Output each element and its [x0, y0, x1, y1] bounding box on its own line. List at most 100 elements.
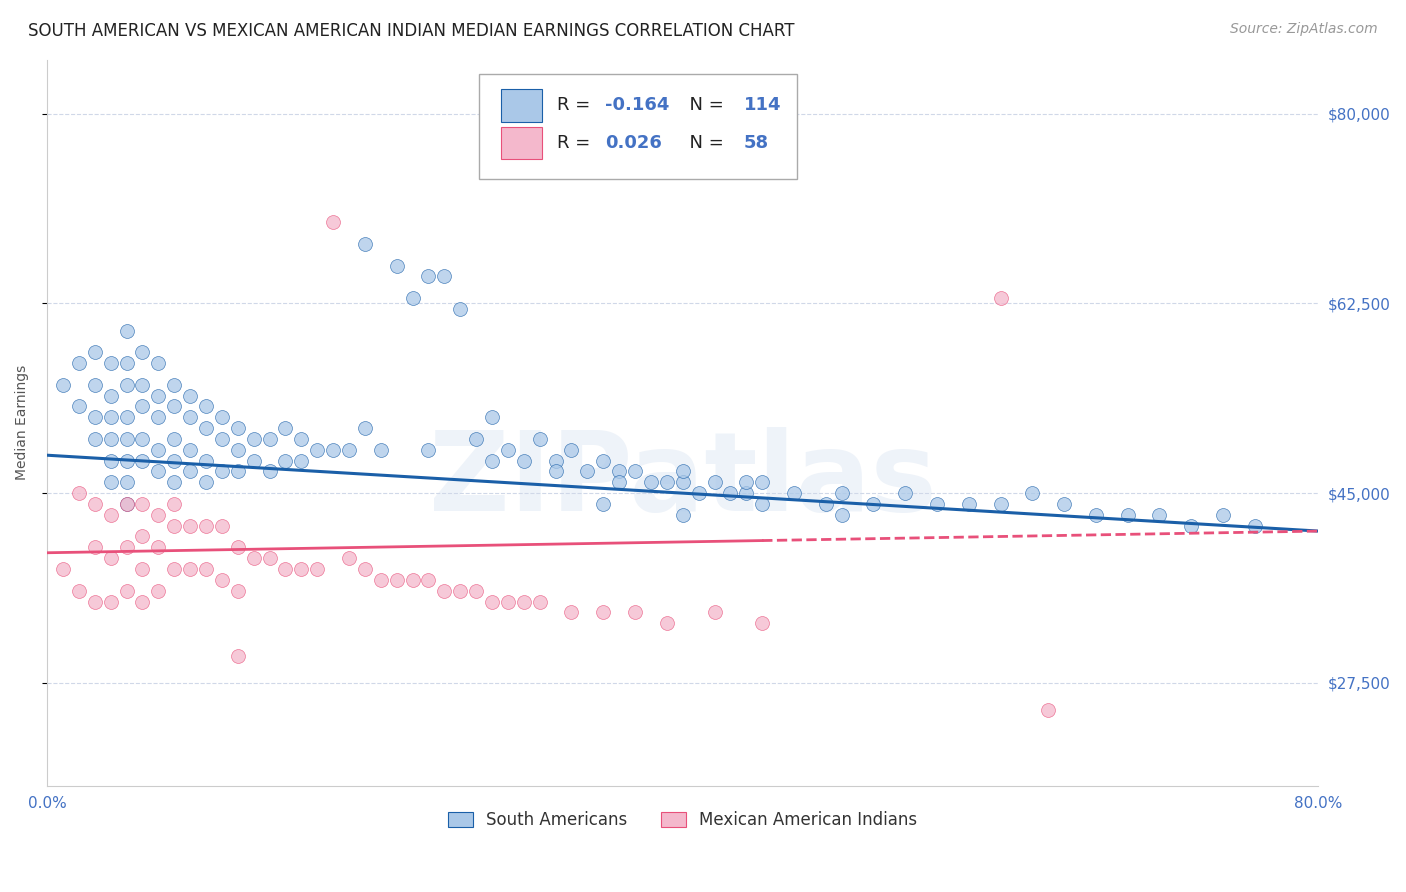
Point [401, 291, 423, 305]
Point [655, 475, 678, 490]
Point [290, 562, 312, 576]
Point [131, 345, 153, 359]
Point [179, 410, 201, 425]
Point [259, 551, 281, 566]
Point [115, 583, 138, 598]
Text: -0.164: -0.164 [605, 96, 669, 114]
Text: ZIPatlas: ZIPatlas [429, 427, 936, 534]
Point [131, 377, 153, 392]
Point [211, 573, 233, 587]
Point [370, 573, 392, 587]
Point [385, 573, 408, 587]
Point [163, 400, 186, 414]
Point [242, 551, 264, 566]
Text: Source: ZipAtlas.com: Source: ZipAtlas.com [1230, 22, 1378, 37]
Point [290, 432, 312, 446]
Point [735, 486, 758, 500]
Point [624, 465, 647, 479]
Point [83, 432, 105, 446]
Point [433, 583, 456, 598]
Point [131, 594, 153, 608]
Text: 114: 114 [744, 96, 782, 114]
Point [83, 594, 105, 608]
Point [100, 508, 122, 522]
Point [211, 518, 233, 533]
Point [957, 497, 980, 511]
Point [703, 606, 725, 620]
Point [560, 442, 582, 457]
Point [67, 356, 90, 370]
Point [290, 453, 312, 467]
Text: R =: R = [557, 134, 596, 153]
Point [751, 497, 773, 511]
Point [148, 410, 170, 425]
Point [1084, 508, 1107, 522]
Point [449, 583, 471, 598]
Point [163, 453, 186, 467]
Point [115, 541, 138, 555]
Point [354, 421, 377, 435]
Point [67, 486, 90, 500]
Point [179, 388, 201, 402]
Point [655, 616, 678, 631]
Point [259, 432, 281, 446]
Point [211, 465, 233, 479]
Point [592, 453, 614, 467]
Point [83, 410, 105, 425]
Point [1212, 508, 1234, 522]
Point [433, 269, 456, 284]
Point [194, 475, 217, 490]
Point [131, 497, 153, 511]
Point [115, 497, 138, 511]
Point [242, 453, 264, 467]
Point [925, 497, 948, 511]
Point [624, 606, 647, 620]
Point [148, 508, 170, 522]
Point [83, 377, 105, 392]
Point [990, 291, 1012, 305]
Text: 0.026: 0.026 [605, 134, 662, 153]
Point [513, 453, 536, 467]
Point [226, 465, 249, 479]
Point [718, 486, 741, 500]
Point [226, 442, 249, 457]
Point [607, 475, 630, 490]
FancyBboxPatch shape [501, 89, 541, 121]
Point [274, 453, 297, 467]
Point [226, 541, 249, 555]
Point [274, 562, 297, 576]
Point [1021, 486, 1043, 500]
Point [179, 465, 201, 479]
Point [194, 453, 217, 467]
Point [322, 215, 344, 229]
Point [115, 475, 138, 490]
Point [751, 616, 773, 631]
Point [1180, 518, 1202, 533]
Point [735, 475, 758, 490]
Point [640, 475, 662, 490]
Point [83, 497, 105, 511]
Point [100, 453, 122, 467]
Point [560, 606, 582, 620]
Legend: South Americans, Mexican American Indians: South Americans, Mexican American Indian… [441, 805, 924, 836]
Point [259, 465, 281, 479]
Point [831, 486, 853, 500]
Point [814, 497, 837, 511]
Point [100, 432, 122, 446]
Point [163, 432, 186, 446]
Point [418, 573, 440, 587]
Point [194, 562, 217, 576]
Point [148, 442, 170, 457]
Point [465, 583, 488, 598]
Point [115, 324, 138, 338]
Point [67, 583, 90, 598]
Point [211, 432, 233, 446]
Point [862, 497, 884, 511]
Point [163, 475, 186, 490]
Point [100, 388, 122, 402]
Point [226, 421, 249, 435]
Point [131, 562, 153, 576]
Point [194, 518, 217, 533]
Point [418, 442, 440, 457]
Point [481, 594, 503, 608]
